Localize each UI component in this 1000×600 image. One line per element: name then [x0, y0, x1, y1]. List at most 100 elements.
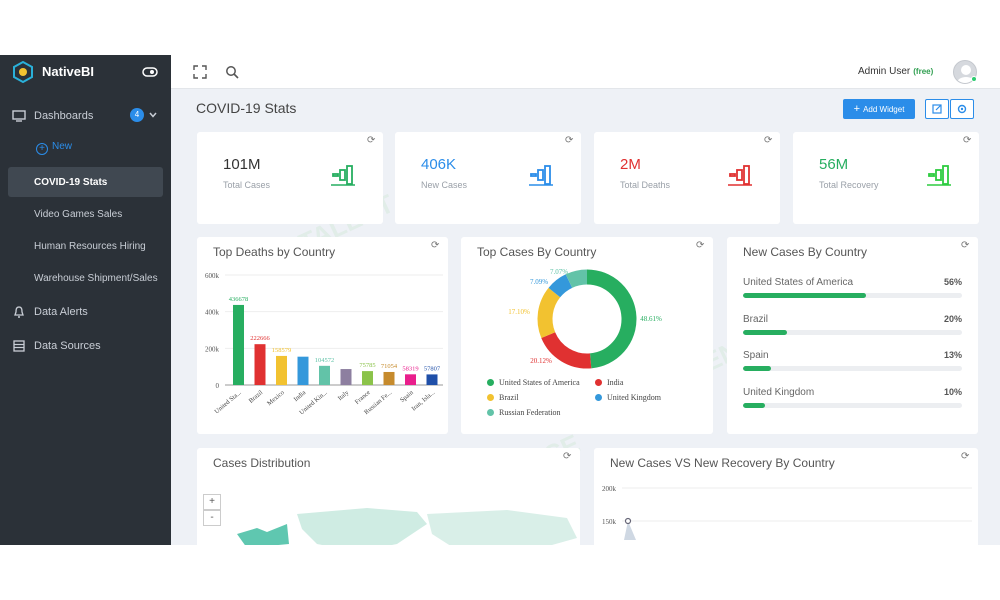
progress-bar-fill	[743, 329, 787, 335]
stat-value: 406K	[421, 156, 457, 173]
data-point	[624, 517, 632, 525]
slice-label: 7.07%	[550, 268, 568, 276]
icon-bar	[530, 173, 537, 177]
country-percent: 10%	[943, 386, 962, 397]
data-label: 222666	[250, 335, 270, 342]
refresh-icon[interactable]: ⟳	[961, 240, 970, 251]
donut-slice	[565, 269, 588, 289]
slice-label: 48.61%	[640, 315, 662, 323]
stat-label: Total Deaths	[620, 180, 671, 190]
refresh-icon[interactable]: ⟳	[963, 135, 972, 146]
legend-item[interactable]: United States of America	[487, 378, 580, 387]
bar	[405, 374, 416, 385]
sidebar-item-human-resources-hiring[interactable]: Human Resources Hiring	[8, 231, 163, 261]
bar-chart-icon	[927, 165, 951, 186]
legend-label: United States of America	[499, 378, 580, 387]
icon-bar	[928, 173, 935, 177]
search-icon[interactable]	[225, 65, 239, 79]
bar	[233, 304, 244, 385]
add-widget-label: Add Widget	[863, 105, 905, 114]
refresh-icon[interactable]: ⟳	[764, 135, 773, 146]
area-series	[624, 521, 636, 540]
bell-icon	[14, 306, 24, 318]
x-tick-label: United Sta...	[213, 389, 243, 415]
map-region[interactable]	[427, 510, 577, 545]
data-label: 158579	[272, 347, 292, 354]
sidebar-toggle-icon[interactable]	[142, 65, 158, 79]
icon-bar	[339, 169, 346, 181]
stat-label: Total Recovery	[819, 180, 879, 190]
edit-dashboard-button[interactable]	[925, 99, 949, 119]
icon-bar	[544, 165, 551, 185]
legend-label: Russian Federation	[499, 408, 561, 417]
legend-item[interactable]: United Kingdom	[595, 393, 661, 402]
page-title: COVID-19 Stats	[196, 100, 297, 116]
map-region[interactable]	[297, 508, 427, 545]
user-avatar-icon	[957, 65, 975, 83]
progress-track	[743, 366, 962, 371]
fullscreen-icon[interactable]	[193, 65, 207, 79]
nav-data-sources[interactable]: Data Sources	[0, 331, 171, 361]
progress-track	[743, 329, 962, 335]
refresh-icon[interactable]: ⟳	[565, 135, 574, 146]
refresh-icon[interactable]: ⟳	[431, 240, 440, 251]
sidebar-item-warehouse-shipment-sales[interactable]: Warehouse Shipment/Sales	[8, 263, 163, 293]
country-label: Spain	[743, 350, 769, 361]
bar-chart-icon	[331, 165, 355, 186]
nav-dashboards[interactable]: Dashboards 4	[0, 101, 171, 131]
map-region[interactable]	[237, 524, 289, 545]
map-zoom-in-button[interactable]: +	[203, 494, 221, 510]
country-percent: 56%	[943, 277, 962, 287]
legend-swatch	[487, 379, 494, 386]
database-icon	[13, 340, 25, 352]
monitor-icon	[12, 110, 26, 122]
bar	[254, 344, 266, 385]
nav-data-alerts-label: Data Alerts	[34, 306, 88, 318]
nav-data-alerts[interactable]: Data Alerts	[0, 297, 171, 327]
refresh-icon[interactable]: ⟳	[696, 240, 705, 251]
stat-label: New Cases	[421, 180, 468, 190]
refresh-icon[interactable]: ⟳	[367, 135, 376, 146]
user-plan-label: (free)	[913, 67, 934, 76]
refresh-icon[interactable]: ⟳	[961, 451, 970, 462]
bar	[276, 355, 287, 385]
add-widget-button[interactable]: + Add Widget	[843, 99, 915, 119]
bar-chart-icon	[728, 165, 752, 186]
widget-title: Top Cases By Country	[477, 245, 597, 259]
sidebar-item-video-games-sales[interactable]: Video Games Sales	[8, 199, 163, 229]
x-tick-label: India	[293, 389, 308, 403]
avatar[interactable]	[953, 60, 977, 84]
map-zoom-out-button[interactable]: -	[203, 510, 221, 526]
legend-item[interactable]: Russian Federation	[487, 408, 561, 417]
brand: NativeBI	[0, 55, 171, 89]
refresh-icon[interactable]: ⟳	[563, 451, 572, 462]
legend-item[interactable]: Brazil	[487, 393, 519, 402]
country-percent: 20%	[943, 313, 962, 324]
new-cases-widget: New Cases By Country ⟳ United States of …	[727, 237, 978, 434]
sidebar-item-label: COVID-19 Stats	[34, 177, 108, 188]
legend-item[interactable]: India	[595, 378, 623, 387]
dashboard-settings-button[interactable]	[950, 99, 974, 119]
icon-bar	[743, 165, 750, 185]
sidebar-item-covid-19-stats[interactable]: COVID-19 Stats	[8, 167, 163, 197]
new-dashboard-link[interactable]: + New	[36, 141, 72, 155]
data-label: 58319	[402, 365, 418, 372]
x-tick-label: Italy	[337, 389, 351, 403]
y-tick-label: 600k	[205, 272, 220, 280]
new-dashboard-label: New	[52, 141, 73, 152]
icon-bar	[332, 173, 339, 177]
slice-label: 17.10%	[508, 308, 530, 316]
data-label: 57807	[424, 365, 441, 372]
chevron-down-icon[interactable]	[148, 110, 158, 120]
legend-swatch	[595, 379, 602, 386]
bar-chart-icon	[529, 165, 553, 186]
world-map[interactable]	[227, 504, 577, 545]
widget-title: New Cases By Country	[743, 245, 868, 259]
x-tick-label: Mexico	[266, 389, 286, 407]
cases-vs-recovery-line-chart: 150k 200k	[602, 485, 972, 540]
bar	[297, 356, 309, 385]
x-tick-label: France	[354, 389, 372, 406]
user-menu[interactable]: Admin User (free)	[858, 66, 933, 77]
sidebar-item-label: Warehouse Shipment/Sales	[34, 273, 158, 284]
icon-bar	[736, 169, 743, 181]
